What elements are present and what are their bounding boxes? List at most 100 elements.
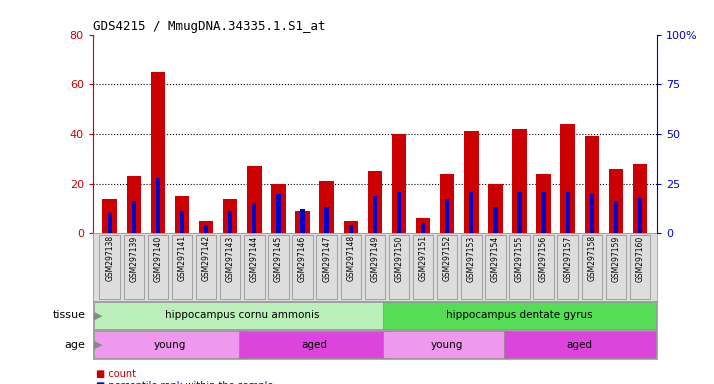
Bar xyxy=(271,184,286,233)
FancyBboxPatch shape xyxy=(94,331,246,358)
FancyBboxPatch shape xyxy=(292,235,313,299)
Bar xyxy=(445,200,449,233)
Text: GSM297138: GSM297138 xyxy=(105,235,114,281)
Text: GSM297144: GSM297144 xyxy=(250,235,258,281)
Text: GSM297155: GSM297155 xyxy=(515,235,524,281)
FancyBboxPatch shape xyxy=(533,235,554,299)
Text: GSM297141: GSM297141 xyxy=(178,235,186,281)
FancyBboxPatch shape xyxy=(220,235,241,299)
Bar xyxy=(638,197,642,233)
Bar xyxy=(614,202,618,233)
Text: GSM297154: GSM297154 xyxy=(491,235,500,281)
FancyBboxPatch shape xyxy=(605,235,626,299)
Text: GSM297146: GSM297146 xyxy=(298,235,307,281)
FancyBboxPatch shape xyxy=(196,235,216,299)
Text: GDS4215 / MmugDNA.34335.1.S1_at: GDS4215 / MmugDNA.34335.1.S1_at xyxy=(93,20,326,33)
Bar xyxy=(175,196,189,233)
FancyBboxPatch shape xyxy=(124,235,144,299)
FancyBboxPatch shape xyxy=(581,235,602,299)
Bar xyxy=(585,136,599,233)
Bar xyxy=(440,174,454,233)
FancyBboxPatch shape xyxy=(383,302,655,329)
Bar xyxy=(108,214,112,233)
Bar xyxy=(199,221,213,233)
Text: GSM297145: GSM297145 xyxy=(274,235,283,281)
Bar xyxy=(319,181,334,233)
FancyBboxPatch shape xyxy=(172,235,192,299)
Bar xyxy=(252,204,256,233)
Text: GSM297148: GSM297148 xyxy=(346,235,356,281)
Text: hippocampus cornu ammonis: hippocampus cornu ammonis xyxy=(165,310,320,320)
Text: GSM297139: GSM297139 xyxy=(129,235,139,281)
Bar xyxy=(324,207,329,233)
FancyBboxPatch shape xyxy=(437,235,458,299)
Bar xyxy=(541,192,545,233)
Bar xyxy=(180,212,184,233)
Text: GSM297140: GSM297140 xyxy=(154,235,162,281)
FancyBboxPatch shape xyxy=(558,235,578,299)
Text: GSM297142: GSM297142 xyxy=(201,235,211,281)
Bar xyxy=(228,212,232,233)
FancyBboxPatch shape xyxy=(630,235,650,299)
Text: GSM297151: GSM297151 xyxy=(418,235,428,281)
FancyBboxPatch shape xyxy=(244,235,265,299)
FancyBboxPatch shape xyxy=(461,235,481,299)
FancyBboxPatch shape xyxy=(485,235,506,299)
Text: young: young xyxy=(431,340,463,350)
Text: aged: aged xyxy=(567,340,593,350)
FancyBboxPatch shape xyxy=(341,235,361,299)
Bar xyxy=(296,211,310,233)
Bar xyxy=(590,194,594,233)
Text: GSM297157: GSM297157 xyxy=(563,235,572,281)
FancyBboxPatch shape xyxy=(238,331,391,358)
Text: GSM297159: GSM297159 xyxy=(611,235,620,281)
Text: GSM297149: GSM297149 xyxy=(371,235,379,281)
FancyBboxPatch shape xyxy=(316,235,337,299)
Bar xyxy=(392,134,406,233)
Text: GSM297158: GSM297158 xyxy=(588,235,596,281)
FancyBboxPatch shape xyxy=(383,331,511,358)
Bar xyxy=(204,225,208,233)
Text: aged: aged xyxy=(301,340,328,350)
Bar xyxy=(633,164,647,233)
Bar xyxy=(301,209,305,233)
Bar xyxy=(421,223,426,233)
Text: ▶: ▶ xyxy=(94,310,103,320)
Text: hippocampus dentate gyrus: hippocampus dentate gyrus xyxy=(446,310,593,320)
Text: ■ count: ■ count xyxy=(96,369,136,379)
Text: young: young xyxy=(154,340,186,350)
Text: ■ percentile rank within the sample: ■ percentile rank within the sample xyxy=(96,381,273,384)
Text: GSM297160: GSM297160 xyxy=(635,235,645,281)
Bar xyxy=(416,218,431,233)
Bar xyxy=(469,192,473,233)
Bar xyxy=(565,192,570,233)
FancyBboxPatch shape xyxy=(388,235,409,299)
Bar xyxy=(103,199,117,233)
Bar xyxy=(397,192,401,233)
Bar xyxy=(488,184,503,233)
FancyBboxPatch shape xyxy=(148,235,169,299)
Bar xyxy=(512,129,527,233)
Bar xyxy=(126,176,141,233)
Bar xyxy=(223,199,238,233)
Bar xyxy=(151,72,165,233)
Bar xyxy=(131,202,136,233)
Text: GSM297152: GSM297152 xyxy=(443,235,452,281)
Bar xyxy=(518,192,522,233)
FancyBboxPatch shape xyxy=(99,235,120,299)
Bar xyxy=(464,131,478,233)
FancyBboxPatch shape xyxy=(509,235,530,299)
Text: GSM297143: GSM297143 xyxy=(226,235,235,281)
Bar xyxy=(493,207,498,233)
Text: age: age xyxy=(65,340,86,350)
Text: GSM297156: GSM297156 xyxy=(539,235,548,281)
FancyBboxPatch shape xyxy=(365,235,385,299)
Bar xyxy=(156,178,160,233)
Bar xyxy=(276,194,281,233)
FancyBboxPatch shape xyxy=(268,235,288,299)
Bar xyxy=(536,174,550,233)
FancyBboxPatch shape xyxy=(413,235,433,299)
FancyBboxPatch shape xyxy=(94,302,391,329)
Text: GSM297150: GSM297150 xyxy=(394,235,403,281)
Bar xyxy=(368,171,382,233)
